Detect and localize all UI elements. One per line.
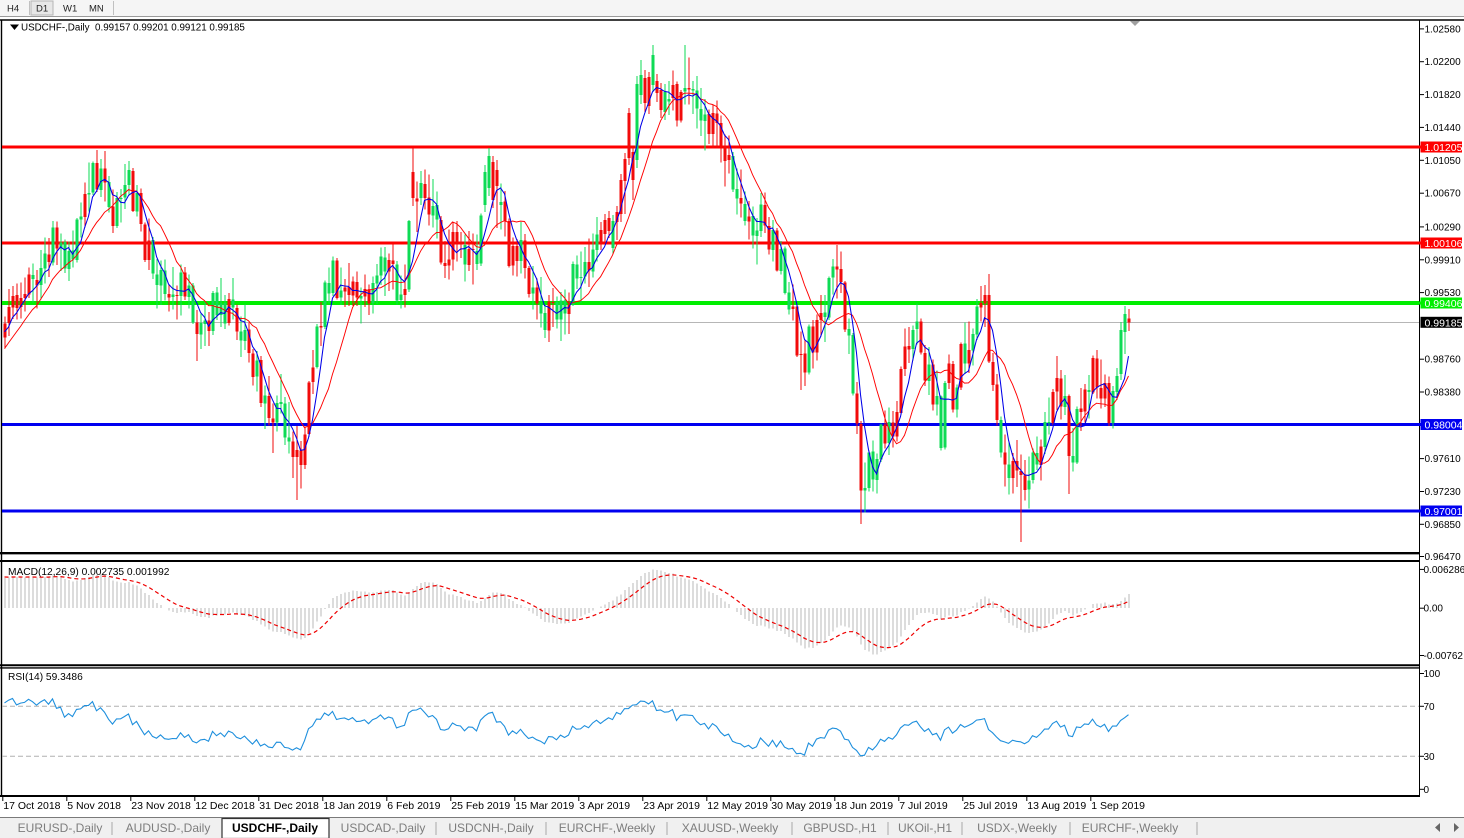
svg-text:1.02200: 1.02200	[1425, 57, 1462, 68]
svg-text:0.99910: 0.99910	[1425, 255, 1462, 266]
svg-text:1.00290: 1.00290	[1425, 222, 1462, 233]
svg-text:EURCHF-,Weekly: EURCHF-,Weekly	[1082, 821, 1178, 835]
svg-text:1.00106: 1.00106	[1425, 238, 1463, 250]
svg-text:0.98004: 0.98004	[1425, 420, 1463, 432]
svg-text:18 Jun 2019: 18 Jun 2019	[835, 800, 893, 812]
svg-text:USDCHF-,Daily 0.99157 0.99201: USDCHF-,Daily 0.99157 0.99201 0.99121 0.…	[21, 23, 245, 34]
svg-text:1 Sep 2019: 1 Sep 2019	[1091, 800, 1145, 812]
svg-text:0.96470: 0.96470	[1425, 552, 1462, 563]
svg-text:1.01205: 1.01205	[1425, 142, 1463, 154]
svg-text:18 Jan 2019: 18 Jan 2019	[323, 800, 381, 812]
svg-text:0.99406: 0.99406	[1425, 298, 1463, 310]
svg-text:1.01440: 1.01440	[1425, 123, 1462, 134]
svg-text:0: 0	[1424, 785, 1430, 796]
svg-text:RSI(14) 59.3486: RSI(14) 59.3486	[8, 672, 83, 683]
svg-text:30 May 2019: 30 May 2019	[771, 800, 832, 812]
svg-text:17 Oct 2018: 17 Oct 2018	[3, 800, 60, 812]
svg-text:1.00670: 1.00670	[1425, 189, 1462, 200]
svg-text:EURCHF-,Weekly: EURCHF-,Weekly	[559, 821, 655, 835]
svg-text:0.99530: 0.99530	[1425, 288, 1462, 299]
svg-text:5 Nov 2018: 5 Nov 2018	[67, 800, 121, 812]
svg-text:0.97230: 0.97230	[1425, 487, 1462, 498]
svg-text:70: 70	[1424, 702, 1436, 713]
svg-text:0.98380: 0.98380	[1425, 388, 1462, 399]
svg-text:23 Nov 2018: 23 Nov 2018	[131, 800, 191, 812]
svg-text:AUDUSD-,Daily: AUDUSD-,Daily	[126, 821, 211, 835]
svg-text:0.98760: 0.98760	[1425, 355, 1462, 366]
svg-text:0.006286: 0.006286	[1424, 565, 1464, 576]
svg-text:1.02580: 1.02580	[1425, 24, 1462, 35]
svg-text:1.01820: 1.01820	[1425, 90, 1462, 101]
svg-text:0.99185: 0.99185	[1425, 317, 1463, 329]
svg-text:D1: D1	[36, 4, 48, 15]
svg-text:USDCAD-,Daily: USDCAD-,Daily	[341, 821, 426, 835]
svg-text:30: 30	[1424, 752, 1436, 763]
svg-text:3 Apr 2019: 3 Apr 2019	[579, 800, 630, 812]
svg-text:GBPUSD-,H1: GBPUSD-,H1	[803, 821, 877, 835]
svg-text:USDX-,Weekly: USDX-,Weekly	[977, 821, 1057, 835]
svg-text:MN: MN	[89, 4, 104, 15]
svg-text:100: 100	[1424, 669, 1441, 680]
svg-text:H4: H4	[7, 4, 19, 15]
svg-text:-0.00762: -0.00762	[1424, 651, 1464, 662]
svg-text:12 Dec 2018: 12 Dec 2018	[195, 800, 255, 812]
svg-text:13 Aug 2019: 13 Aug 2019	[1027, 800, 1086, 812]
svg-text:0.96850: 0.96850	[1425, 520, 1462, 531]
svg-text:W1: W1	[63, 4, 77, 15]
svg-text:15 Mar 2019: 15 Mar 2019	[515, 800, 574, 812]
svg-text:6 Feb 2019: 6 Feb 2019	[387, 800, 440, 812]
svg-text:7 Jul 2019: 7 Jul 2019	[899, 800, 948, 812]
svg-text:UKOil-,H1: UKOil-,H1	[898, 821, 952, 835]
svg-text:EURUSD-,Daily: EURUSD-,Daily	[18, 821, 103, 835]
svg-text:23 Apr 2019: 23 Apr 2019	[643, 800, 700, 812]
svg-text:12 May 2019: 12 May 2019	[707, 800, 768, 812]
svg-text:USDCNH-,Daily: USDCNH-,Daily	[448, 821, 533, 835]
svg-text:MACD(12,26,9) 0.002735 0.00199: MACD(12,26,9) 0.002735 0.001992	[8, 567, 170, 578]
svg-text:25 Feb 2019: 25 Feb 2019	[451, 800, 510, 812]
svg-text:1.01050: 1.01050	[1425, 156, 1462, 167]
svg-text:USDCHF-,Daily: USDCHF-,Daily	[232, 821, 318, 835]
svg-text:0.00: 0.00	[1424, 604, 1444, 615]
svg-text:31 Dec 2018: 31 Dec 2018	[259, 800, 319, 812]
svg-text:25 Jul 2019: 25 Jul 2019	[963, 800, 1017, 812]
svg-text:0.97001: 0.97001	[1425, 506, 1463, 518]
svg-text:XAUUSD-,Weekly: XAUUSD-,Weekly	[682, 821, 778, 835]
svg-text:0.97610: 0.97610	[1425, 454, 1462, 465]
